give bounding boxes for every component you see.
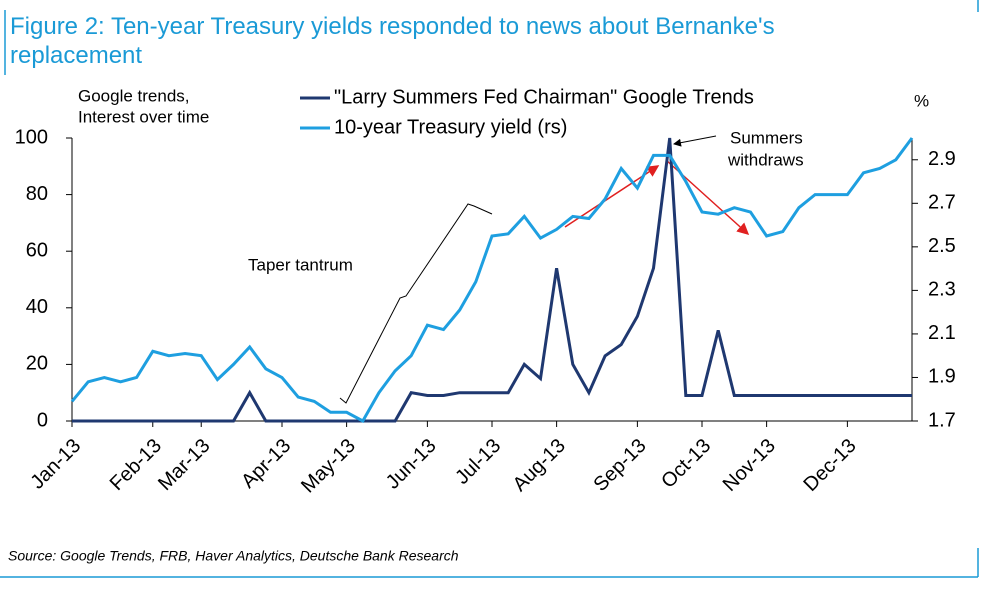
y2-tick-label: 2.5 <box>928 235 956 257</box>
series-line <box>70 137 914 424</box>
annotation: Taper tantrum <box>248 255 353 274</box>
x-tick-label: May-13 <box>297 435 360 498</box>
chart-title: Figure 2: Ten-year Treasury yields respo… <box>10 13 775 69</box>
y2-tick-label: 2.1 <box>928 322 956 344</box>
brace <box>339 203 493 404</box>
source: Source: Google Trends, FRB, Haver Analyt… <box>8 548 459 564</box>
y-tick-label: 0 <box>37 409 48 431</box>
x-tick-label: Oct-13 <box>657 435 715 493</box>
y2-tick-label: 2.7 <box>928 192 956 214</box>
y2-tick-label: 2.9 <box>928 148 956 170</box>
series-line <box>72 137 912 423</box>
y2-tick-label: 1.7 <box>928 409 956 431</box>
x-tick-label: Jan-13 <box>26 435 85 494</box>
y-tick-label: 20 <box>26 353 48 375</box>
y-axis-label: Interest over time <box>78 107 209 126</box>
legend-label: 10-year Treasury yield (rs) <box>334 116 567 138</box>
y-axis-label: Google trends, <box>78 86 190 105</box>
x-tick-label: Aug-13 <box>509 435 570 496</box>
x-tick-label: Dec-13 <box>800 435 861 496</box>
y-tick-label: 100 <box>15 126 48 148</box>
x-tick-label: Mar-13 <box>154 435 214 495</box>
y-tick-label: 40 <box>26 296 48 318</box>
x-tick-label: Feb-13 <box>106 435 166 495</box>
x-tick-label: Sep-13 <box>589 435 650 496</box>
arrow <box>673 135 717 147</box>
y-tick-label: 60 <box>26 239 48 261</box>
y-tick-label: 80 <box>26 183 48 205</box>
x-tick-label: Nov-13 <box>719 435 780 496</box>
annotation: Summers <box>730 128 803 147</box>
y2-tick-label: 1.9 <box>928 366 956 388</box>
legend-label: "Larry Summers Fed Chairman" Google Tren… <box>334 86 754 108</box>
x-tick-label: Apr-13 <box>237 435 295 493</box>
x-tick-label: Jul-13 <box>451 435 505 489</box>
y2-tick-label: 2.3 <box>928 279 956 301</box>
y2-axis-label: % <box>914 91 929 110</box>
x-tick-label: Jun-13 <box>382 435 441 494</box>
annotation: withdraws <box>727 150 804 169</box>
